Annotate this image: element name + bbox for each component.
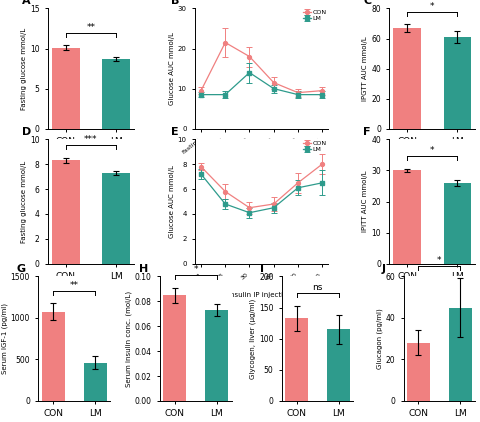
Bar xyxy=(52,48,80,129)
Y-axis label: Glycogen, liver (μg/ml): Glycogen, liver (μg/ml) xyxy=(250,298,256,379)
X-axis label: Post-glucose IP injection (min): Post-glucose IP injection (min) xyxy=(209,157,314,163)
Bar xyxy=(285,318,308,401)
Y-axis label: IPITT AUC mmol/L: IPITT AUC mmol/L xyxy=(362,170,368,233)
Text: **: ** xyxy=(86,23,96,32)
Bar xyxy=(393,170,421,264)
Bar xyxy=(84,363,107,401)
Bar xyxy=(42,312,65,401)
Text: E: E xyxy=(171,127,179,137)
Bar xyxy=(205,310,228,401)
Y-axis label: Glucose AUC mmol/L: Glucose AUC mmol/L xyxy=(169,165,175,238)
Bar xyxy=(102,59,130,129)
Text: *: * xyxy=(437,256,442,265)
Text: ***: *** xyxy=(84,135,98,144)
Y-axis label: Serum insulin conc. (mol/L): Serum insulin conc. (mol/L) xyxy=(126,291,132,387)
Text: *: * xyxy=(194,265,198,274)
Bar xyxy=(102,173,130,264)
Y-axis label: Fasting glucose mmol/L: Fasting glucose mmol/L xyxy=(21,160,27,243)
Text: D: D xyxy=(22,127,32,137)
Bar xyxy=(393,28,421,129)
Text: C: C xyxy=(363,0,372,6)
Bar xyxy=(449,308,472,401)
Bar xyxy=(407,343,430,401)
Text: *: * xyxy=(430,2,434,11)
Legend: CON, LM: CON, LM xyxy=(303,10,327,22)
Text: I: I xyxy=(260,264,264,274)
Y-axis label: IPGTT AUC mmol/L: IPGTT AUC mmol/L xyxy=(362,36,368,101)
X-axis label: Post-insulin IP injection (min): Post-insulin IP injection (min) xyxy=(211,292,312,298)
Text: ns: ns xyxy=(312,283,323,292)
Y-axis label: Glucagon (pg/ml): Glucagon (pg/ml) xyxy=(376,308,383,369)
Text: *: * xyxy=(430,146,434,155)
Y-axis label: Glucose AUC mmol/L: Glucose AUC mmol/L xyxy=(169,32,175,105)
Text: J: J xyxy=(382,264,386,274)
Y-axis label: Fasting glucose mmol/L: Fasting glucose mmol/L xyxy=(21,27,27,110)
Bar xyxy=(444,37,471,129)
Text: G: G xyxy=(17,264,26,274)
Text: A: A xyxy=(22,0,31,6)
Text: B: B xyxy=(171,0,180,6)
Y-axis label: Serum IGF-1 (pg/ml): Serum IGF-1 (pg/ml) xyxy=(1,303,8,374)
Text: F: F xyxy=(363,127,371,137)
Text: **: ** xyxy=(70,281,79,289)
Text: H: H xyxy=(139,264,148,274)
Bar xyxy=(163,295,187,401)
Bar xyxy=(52,160,80,264)
Bar xyxy=(327,329,350,401)
Legend: CON, LM: CON, LM xyxy=(303,141,327,152)
Bar xyxy=(444,183,471,264)
